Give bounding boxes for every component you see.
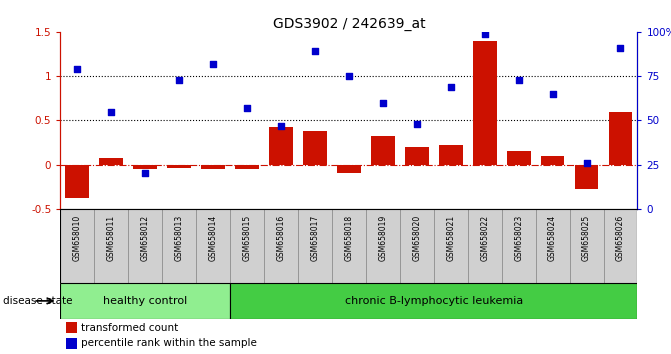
Bar (269, 127, 293, 165)
Text: GSM658026: GSM658026 (616, 215, 625, 261)
Point (446, 84, 456, 90)
Text: GSM658012: GSM658012 (141, 215, 150, 261)
Text: percentile rank within the sample: percentile rank within the sample (81, 338, 256, 348)
Bar (332, 209, 366, 283)
Bar (603, 209, 637, 283)
Text: GSM658014: GSM658014 (209, 215, 217, 261)
Bar (366, 209, 400, 283)
Bar (541, 156, 564, 165)
Bar (400, 209, 433, 283)
Text: chronic B-lymphocytic leukemia: chronic B-lymphocytic leukemia (345, 296, 523, 306)
Point (309, 48, 320, 54)
Point (378, 100, 389, 105)
Bar (570, 209, 603, 283)
Bar (468, 209, 502, 283)
Bar (66, 322, 76, 333)
Point (276, 123, 287, 129)
Point (411, 121, 422, 127)
Point (208, 61, 219, 67)
Bar (230, 209, 264, 283)
Text: GSM658021: GSM658021 (446, 215, 455, 261)
Text: transformed count: transformed count (81, 322, 178, 332)
Bar (128, 209, 162, 283)
Bar (574, 165, 599, 189)
Point (581, 160, 592, 166)
Text: GSM658015: GSM658015 (243, 215, 252, 261)
Point (479, 31, 490, 36)
Bar (162, 209, 196, 283)
Bar (535, 209, 570, 283)
Text: GSM658013: GSM658013 (174, 215, 184, 261)
Point (242, 105, 252, 111)
Bar (236, 165, 259, 169)
Bar (134, 165, 157, 169)
Point (344, 73, 354, 79)
Bar (473, 41, 497, 165)
Bar (60, 209, 95, 283)
Text: GSM658020: GSM658020 (412, 215, 421, 261)
Text: GSM658018: GSM658018 (344, 215, 354, 261)
Bar (66, 338, 76, 349)
Point (548, 91, 558, 97)
Bar (507, 152, 531, 165)
Bar (66, 165, 89, 198)
Text: GSM658016: GSM658016 (276, 215, 286, 261)
Point (615, 45, 626, 51)
Bar (95, 209, 128, 283)
Point (72, 66, 83, 72)
Text: GSM658010: GSM658010 (73, 215, 82, 261)
Point (140, 171, 150, 176)
Text: GSM658024: GSM658024 (548, 215, 557, 261)
Bar (99, 159, 123, 165)
Bar (371, 136, 395, 165)
Bar (439, 145, 462, 165)
Text: GSM658017: GSM658017 (311, 215, 319, 261)
Text: disease state: disease state (3, 296, 73, 306)
Bar (433, 209, 468, 283)
Bar (337, 165, 361, 173)
Title: GDS3902 / 242639_at: GDS3902 / 242639_at (272, 17, 425, 31)
Bar (196, 209, 230, 283)
Bar (298, 209, 332, 283)
Bar (502, 209, 535, 283)
Bar (230, 283, 637, 319)
Point (513, 77, 524, 82)
Bar (264, 209, 298, 283)
Point (106, 109, 117, 114)
Text: GSM658023: GSM658023 (514, 215, 523, 261)
Bar (303, 131, 327, 165)
Bar (167, 165, 191, 168)
Text: GSM658022: GSM658022 (480, 215, 489, 261)
Text: GSM658025: GSM658025 (582, 215, 591, 261)
Bar (201, 165, 225, 169)
Bar (405, 147, 429, 165)
Text: GSM658019: GSM658019 (378, 215, 387, 261)
Point (174, 77, 185, 82)
Text: GSM658011: GSM658011 (107, 215, 116, 261)
Text: healthy control: healthy control (103, 296, 187, 306)
Bar (609, 112, 632, 165)
Bar (60, 283, 230, 319)
